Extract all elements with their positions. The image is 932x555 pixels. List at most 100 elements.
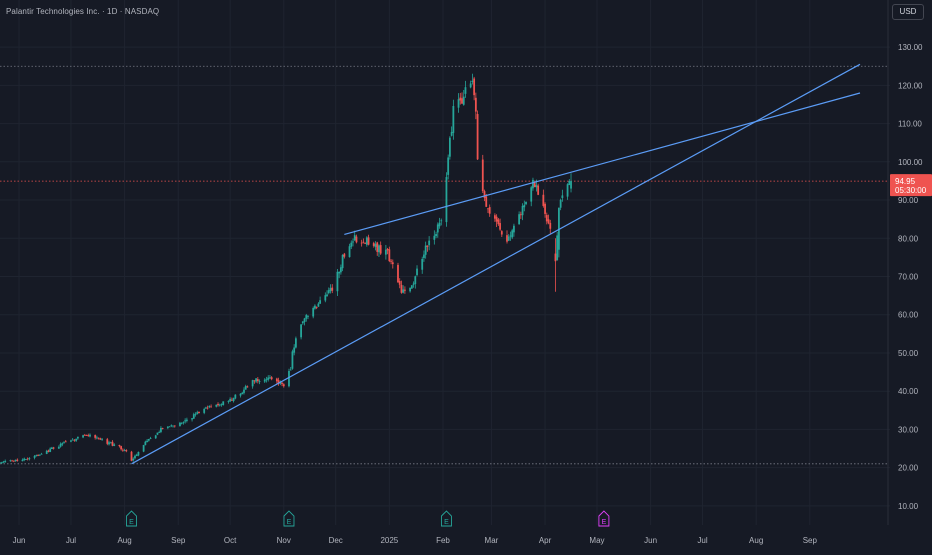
candle <box>436 222 439 238</box>
candle <box>256 377 259 384</box>
time-tick-label: May <box>589 536 604 545</box>
candle-body <box>263 379 266 382</box>
candle <box>315 306 318 310</box>
candle-body <box>469 83 472 88</box>
candle-body <box>305 315 308 319</box>
candle-body <box>166 426 169 428</box>
candle <box>416 265 418 277</box>
candle <box>379 241 382 255</box>
candle <box>210 404 213 408</box>
price-tick-label: 50.00 <box>898 349 919 358</box>
candle <box>483 189 486 202</box>
time-tick-label: Mar <box>485 536 499 545</box>
candle <box>106 437 109 446</box>
candle-body <box>144 441 147 446</box>
candle <box>101 438 103 441</box>
candle-body <box>404 289 406 291</box>
candle-body <box>293 347 296 353</box>
candle-body <box>462 96 465 105</box>
candle-body <box>168 426 171 428</box>
candle-body <box>132 458 135 461</box>
candle-body <box>372 243 375 246</box>
candle-body <box>73 439 76 441</box>
candle <box>180 422 183 425</box>
event-marker[interactable]: E <box>598 510 610 527</box>
candle-body <box>265 379 268 381</box>
candle-body <box>376 242 379 252</box>
event-marker[interactable]: E <box>440 510 452 527</box>
candle-body <box>329 288 332 292</box>
candle-body <box>493 215 496 219</box>
candle-body <box>38 454 41 456</box>
currency-button[interactable]: USD <box>892 4 924 20</box>
time-tick-label: Jun <box>644 536 657 545</box>
candle-body <box>497 219 500 225</box>
candle-body <box>179 422 181 426</box>
candle <box>64 440 67 443</box>
candle <box>40 452 43 455</box>
candle-body <box>559 199 562 208</box>
candle <box>341 254 344 272</box>
candle <box>28 457 31 461</box>
candle-body <box>244 386 247 390</box>
candle-body <box>239 393 242 396</box>
candle-body <box>343 253 346 257</box>
candle <box>0 461 3 465</box>
time-tick-label: Sep <box>171 536 186 545</box>
candle <box>329 284 332 294</box>
candle-body <box>61 443 64 445</box>
price-tick-label: 30.00 <box>898 425 919 434</box>
candle-body <box>146 440 148 443</box>
candle <box>518 211 521 225</box>
candle-body <box>435 234 437 237</box>
candle-body <box>101 438 103 440</box>
candle <box>488 204 491 217</box>
candle <box>570 173 572 193</box>
candle <box>362 238 365 244</box>
candle <box>38 454 41 457</box>
candle <box>360 239 363 247</box>
candle <box>246 385 249 388</box>
candle <box>222 401 225 406</box>
candle <box>35 454 38 457</box>
candle-body <box>341 254 344 269</box>
event-marker[interactable]: E <box>126 510 137 527</box>
candle <box>70 439 72 443</box>
candle <box>89 433 91 438</box>
trendlines <box>131 63 861 465</box>
candle-body <box>327 290 330 294</box>
candle-body <box>450 131 453 136</box>
time-tick-label: Apr <box>539 536 552 545</box>
candle-body <box>281 382 283 384</box>
time-tick-label: Feb <box>436 536 450 545</box>
candle-body <box>160 427 162 432</box>
candle-body <box>256 379 259 382</box>
candle-body <box>45 450 48 454</box>
candle <box>474 92 477 120</box>
candle <box>21 458 24 462</box>
candle-body <box>49 448 52 452</box>
candle <box>251 379 254 389</box>
event-marker[interactable]: E <box>283 510 295 527</box>
candle-body <box>215 404 218 407</box>
candle-body <box>120 446 123 450</box>
time-axis: Jun Jul Aug Sep Oct Nov Dec 2025 Feb Mar Apr May Jun… <box>13 536 818 545</box>
countdown-label: 05:30:00 <box>895 186 927 195</box>
candle-body <box>388 249 391 262</box>
candle-body <box>317 303 320 307</box>
candle <box>281 381 283 387</box>
candle <box>166 426 169 430</box>
candle <box>45 449 48 455</box>
candle <box>87 433 90 437</box>
candle-body <box>182 422 185 423</box>
candle-body <box>156 432 159 435</box>
candle-body <box>99 438 102 440</box>
candle <box>459 92 462 105</box>
candle <box>307 315 309 320</box>
candle-body <box>476 114 479 160</box>
lower-trendline <box>131 63 861 465</box>
candle <box>121 448 124 452</box>
time-tick-label: Aug <box>117 536 131 545</box>
